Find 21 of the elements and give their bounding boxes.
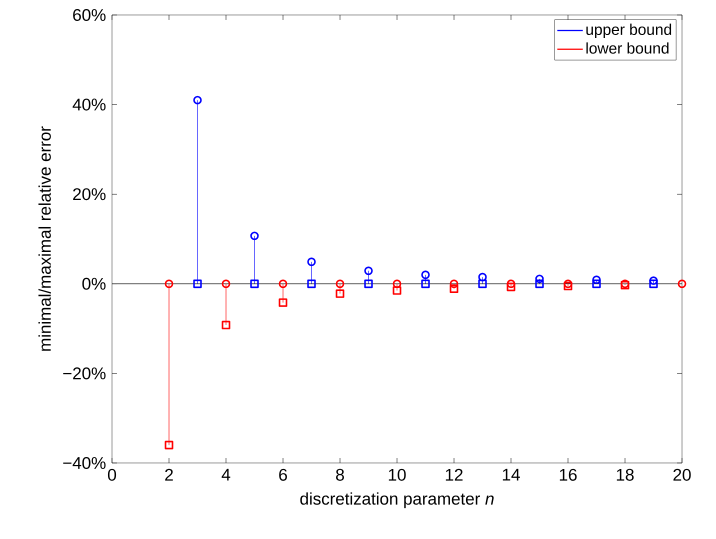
legend-label: lower bound — [586, 42, 669, 54]
x-tick-label: 6 — [279, 468, 287, 481]
y-tick-label: −40% — [63, 456, 106, 469]
x-tick-label: 2 — [165, 468, 173, 481]
y-tick-label: 0% — [82, 278, 106, 290]
y-tick-label: 60% — [73, 8, 106, 21]
x-tick-label: 20 — [673, 468, 691, 481]
x-tick-label: 18 — [616, 468, 634, 481]
x-tick-label: 0 — [108, 468, 116, 481]
x-tick-label: 4 — [222, 468, 230, 480]
y-tick-label: 20% — [73, 188, 106, 200]
y-tick-label: −20% — [63, 367, 106, 380]
x-tick-label: 14 — [502, 468, 520, 480]
x-tick-label: 12 — [446, 468, 463, 481]
y-axis-title: minimal/maximal relative error — [38, 126, 51, 351]
x-tick-label: 10 — [388, 468, 406, 481]
x-tick-label: 8 — [336, 468, 344, 481]
x-axis-title: discretization parameter n — [300, 492, 494, 508]
legend-label: upper bound — [586, 24, 672, 38]
y-tick-label: 40% — [72, 98, 106, 111]
x-tick-label: 16 — [560, 468, 577, 481]
